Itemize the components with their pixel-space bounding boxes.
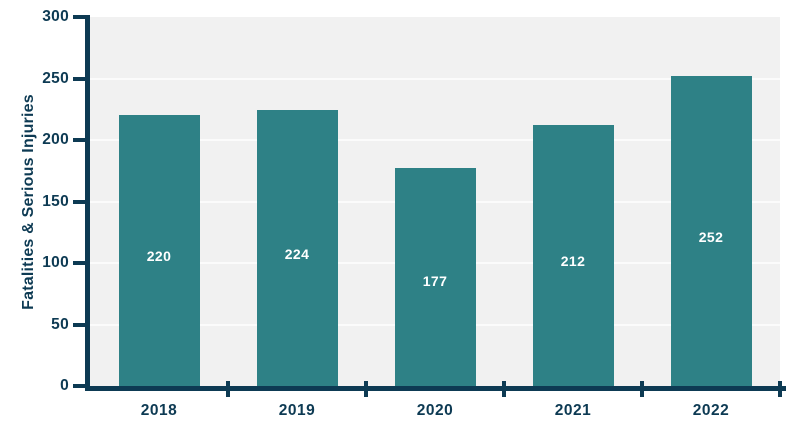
x-tick-mark: [502, 380, 506, 397]
y-tick-mark: [73, 199, 90, 204]
y-tick-label: 50: [51, 315, 69, 333]
x-tick-label: 2022: [692, 402, 730, 419]
bar: [256, 110, 338, 386]
bar: [670, 76, 752, 386]
bar-value-label: 252: [698, 229, 724, 246]
y-tick-mark: [73, 384, 90, 388]
y-tick-label: 300: [42, 8, 69, 25]
y-tick-label: 0: [60, 377, 69, 394]
x-tick-label: 2021: [554, 402, 592, 419]
y-tick-mark: [73, 76, 90, 81]
bar: [118, 115, 200, 386]
y-axis-title: Fatalities & Serious Injuries: [20, 93, 37, 310]
bar-value-label: 212: [560, 252, 586, 269]
y-tick-mark: [73, 138, 90, 142]
gridline: [90, 77, 780, 80]
y-tick-mark: [73, 322, 90, 327]
y-tick-mark: [73, 15, 90, 19]
bar-value-label: 224: [284, 245, 310, 262]
y-tick-label: 250: [42, 69, 69, 87]
x-tick-mark: [364, 380, 368, 397]
gridline: [90, 139, 780, 141]
bar: [394, 168, 476, 386]
bar: [532, 125, 614, 386]
x-tick-mark: [778, 380, 782, 397]
x-tick-mark: [226, 380, 230, 397]
x-axis-line: [85, 386, 786, 391]
x-tick-label: 2019: [278, 402, 316, 419]
x-tick-mark: [640, 380, 644, 397]
y-tick-label: 150: [42, 192, 69, 210]
y-tick-label: 200: [42, 131, 69, 148]
bar-value-label: 220: [146, 248, 172, 265]
x-tick-label: 2020: [416, 402, 454, 419]
y-tick-mark: [73, 261, 90, 265]
bar-value-label: 177: [422, 273, 448, 290]
y-tick-label: 100: [42, 254, 69, 271]
x-tick-label: 2018: [140, 402, 178, 419]
